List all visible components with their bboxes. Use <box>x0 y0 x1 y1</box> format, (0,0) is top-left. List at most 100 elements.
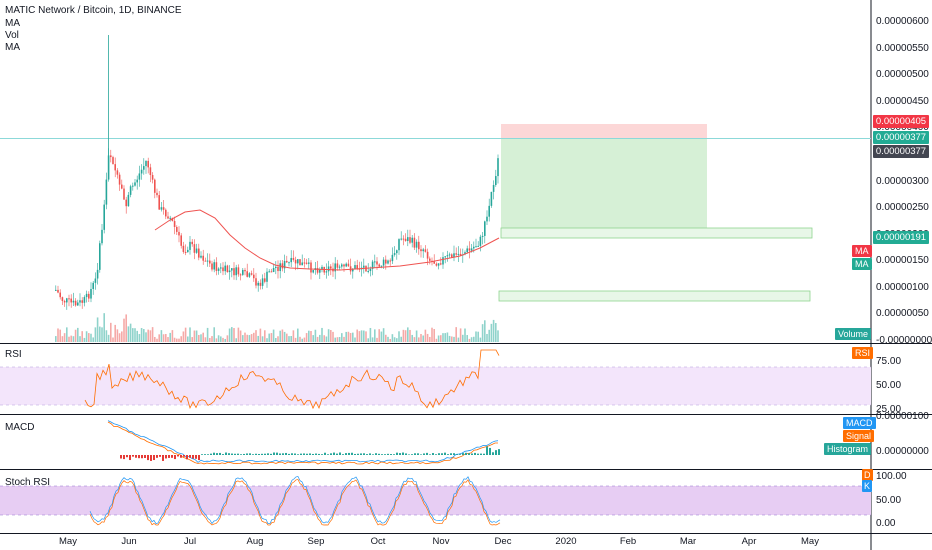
macd-histogram-bar <box>459 454 461 455</box>
volume-bar <box>341 333 343 342</box>
volume-bar <box>321 327 323 342</box>
candle-body <box>173 221 176 227</box>
time-axis-label: Aug <box>246 536 264 547</box>
volume-bar <box>283 331 286 342</box>
indicator-ma2-label[interactable]: MA <box>5 42 20 53</box>
candle-body <box>143 166 145 170</box>
macd-histogram-bar <box>147 455 149 461</box>
candle-body <box>477 245 479 247</box>
macd-histogram-bar <box>120 455 122 459</box>
volume-bar <box>371 337 374 342</box>
indicator-vol-label[interactable]: Vol <box>5 30 19 41</box>
volume-bar <box>187 336 189 342</box>
candle-body <box>409 237 411 243</box>
macd-histogram-bar <box>432 453 434 455</box>
candle-body <box>83 297 86 303</box>
volume-bar <box>158 334 160 342</box>
target-box <box>500 227 813 239</box>
volume-bar <box>123 318 125 342</box>
candle-body <box>455 253 457 255</box>
stoch-d-tag: D <box>862 469 873 481</box>
target-price-tag: 0.00000191 <box>873 231 929 244</box>
volume-bar <box>226 335 229 342</box>
volume-bar <box>217 335 220 342</box>
macd-histogram-bar <box>486 446 488 455</box>
candle-body <box>264 278 266 282</box>
macd-line <box>107 420 499 463</box>
time-axis-label: Oct <box>370 536 386 547</box>
candle-body <box>334 263 336 272</box>
volume-bar <box>169 332 171 342</box>
volume-bar <box>143 329 145 342</box>
volume-bar <box>66 327 68 342</box>
macd-label[interactable]: MACD <box>5 422 35 433</box>
macd-histogram-bar <box>333 452 335 455</box>
macd-histogram-bar <box>150 455 152 461</box>
volume-bar <box>151 327 154 342</box>
macd-histogram-bar <box>363 453 365 455</box>
volume-bar <box>193 330 196 342</box>
stoch-rsi-label[interactable]: Stoch RSI <box>5 477 51 488</box>
candle-body <box>255 278 257 286</box>
candle-body <box>442 257 444 265</box>
candle-body <box>209 260 211 264</box>
macd-histogram-bar <box>489 447 491 455</box>
macd-histogram-bar <box>348 452 350 455</box>
volume-bar <box>343 336 345 342</box>
macd-histogram-bar <box>282 453 284 455</box>
macd-histogram-bar <box>225 452 227 455</box>
macd-histogram-bar <box>204 454 206 455</box>
candle-body <box>459 253 462 256</box>
macd-histogram-bar <box>321 454 323 455</box>
macd-histogram-bar <box>285 452 287 455</box>
candle-body <box>127 194 130 207</box>
indicator-ma-label[interactable]: MA <box>5 18 20 29</box>
candle-body <box>470 248 473 251</box>
macd-histogram-bar <box>267 453 269 455</box>
macd-histogram-bar <box>483 453 485 455</box>
stoch-k-tag: K <box>862 480 873 492</box>
signal-tag: Signal <box>843 430 875 442</box>
candle-body <box>380 265 383 267</box>
signal-line <box>107 421 498 465</box>
volume-bar <box>380 331 383 342</box>
candle-body <box>464 252 466 255</box>
volume-bar <box>173 337 176 342</box>
volume-bar <box>239 330 242 342</box>
macd-histogram-bar <box>480 453 482 455</box>
candle-body <box>495 176 497 185</box>
volume-bar <box>191 337 193 342</box>
volume-bar <box>459 328 462 342</box>
macd-histogram-bar <box>303 453 305 455</box>
candle-body <box>81 300 83 303</box>
price-axis-tick: 0.00000300 <box>876 175 929 187</box>
volume-bar <box>182 331 185 342</box>
macd-histogram-bar <box>171 455 173 458</box>
macd-histogram-bar <box>426 452 428 455</box>
candle-body <box>61 297 64 302</box>
volume-bar <box>310 331 312 342</box>
rsi-label[interactable]: RSI <box>5 349 22 360</box>
volume-bar <box>140 328 143 342</box>
volume-bar <box>490 323 493 342</box>
macd-histogram-bar <box>312 453 314 455</box>
ma-green-tag: MA <box>852 258 872 270</box>
time-axis-label: Mar <box>679 536 697 547</box>
macd-histogram-bar <box>231 453 233 455</box>
macd-histogram-bar <box>216 453 218 455</box>
candle-body <box>492 184 495 192</box>
stoch-tick-0: 0.00 <box>876 518 896 529</box>
candle-body <box>107 155 110 180</box>
macd-histogram-bar <box>264 453 266 455</box>
candle-body <box>393 253 396 255</box>
volume-bar <box>270 333 273 342</box>
candle-body <box>147 160 149 168</box>
candle-body <box>184 251 187 253</box>
volume-bar <box>349 332 352 342</box>
volume-tag: Volume <box>835 328 872 340</box>
macd-histogram-bar <box>471 453 473 455</box>
volume-bar <box>442 333 444 342</box>
time-axis-label: Apr <box>741 536 757 547</box>
candle-body <box>468 248 471 251</box>
